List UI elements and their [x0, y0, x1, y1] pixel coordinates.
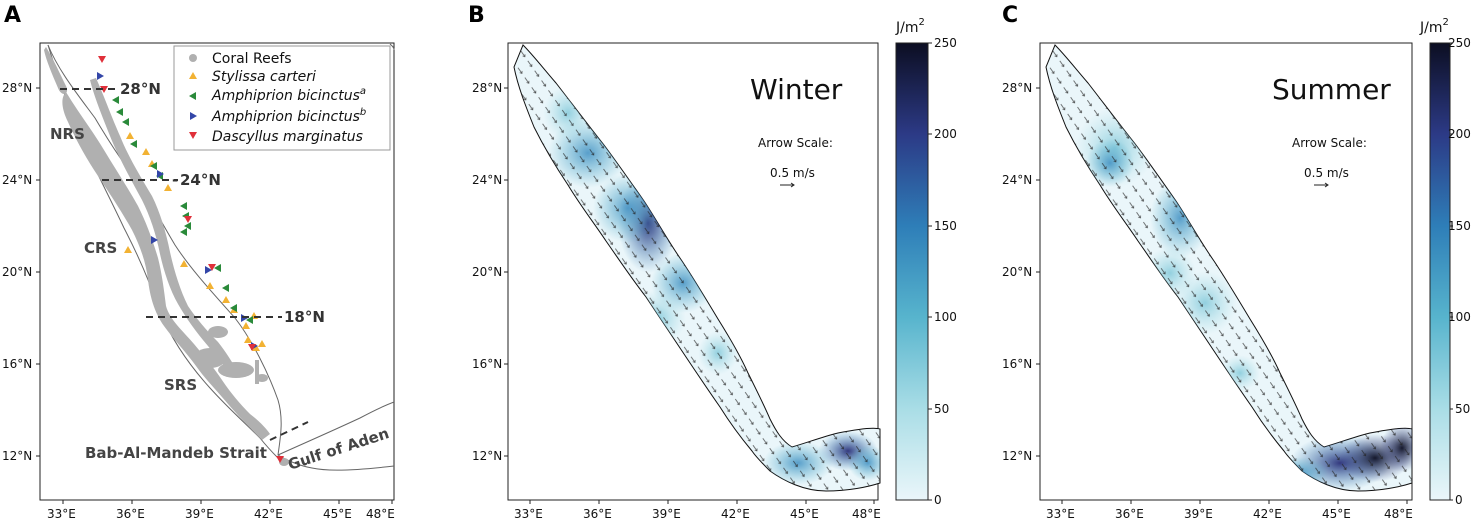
- arrow-scale-c: Arrow Scale:: [1292, 136, 1367, 150]
- x-tick-b-3: 42°E: [721, 507, 750, 521]
- gulf-label: Gulf of Aden: [286, 424, 392, 474]
- arrow-scale-b: Arrow Scale:: [758, 136, 833, 150]
- season-label-c: Summer: [1272, 73, 1391, 106]
- y-tick-c-4: 12°N: [1002, 449, 1032, 463]
- y-tick-c-0: 28°N: [1002, 81, 1032, 95]
- y-tick-c-3: 16°N: [1002, 357, 1032, 371]
- y-tick-b-1: 24°N: [472, 173, 502, 187]
- x-tick-c-1: 36°E: [1115, 507, 1144, 521]
- energy-field-b: [513, 44, 881, 492]
- x-tick-c-3: 42°E: [1253, 507, 1282, 521]
- legend-amph-a-marker: [189, 92, 196, 100]
- cbar-tick-b-1: 200: [934, 127, 957, 141]
- panel-a: A: [2, 3, 395, 521]
- arrow-scale-icon-b: [780, 182, 795, 188]
- panel-label-c: C: [1002, 3, 1018, 28]
- boundary-28n: 28°N: [120, 80, 161, 98]
- y-tick-a-4: 12°N: [2, 449, 32, 463]
- cbar-tick-b-5: 0: [934, 493, 942, 507]
- x-tick-a-0: 33°E: [47, 507, 76, 521]
- x-tick-a-2: 39°E: [185, 507, 214, 521]
- y-tick-b-0: 28°N: [472, 81, 502, 95]
- region-boundaries-a: [60, 88, 309, 441]
- x-tick-b-2: 39°E: [652, 507, 681, 521]
- x-tick-a-5: 48°E: [366, 507, 395, 521]
- arrow-value-b: 0.5 m/s: [770, 166, 815, 180]
- cbar-tick-c-3: 100: [1448, 310, 1471, 324]
- legend-amph-b: Amphiprion bicinctusb: [211, 107, 366, 125]
- region-nrs: NRS: [50, 125, 85, 143]
- cbar-tick-b-4: 50: [934, 402, 949, 416]
- legend-stylissa-marker: [189, 72, 197, 79]
- y-tick-b-4: 12°N: [472, 449, 502, 463]
- panel-c: C Summer Arrow Scale: 0.5 m/s: [1002, 3, 1471, 521]
- x-tick-a-3: 42°E: [254, 507, 283, 521]
- cbar-tick-c-2: 150: [1448, 219, 1471, 233]
- cbar-unit-c: J/m2: [1419, 17, 1449, 36]
- legend-amph-a: Amphiprion bicinctusa: [211, 86, 366, 104]
- boundary-18n: 18°N: [284, 308, 325, 326]
- panel-b: B Winter Arrow Scale: 0.5 m/s: [468, 3, 957, 521]
- y-tick-a-1: 24°N: [2, 173, 32, 187]
- x-tick-a-4: 45°E: [323, 507, 352, 521]
- season-label-b: Winter: [750, 73, 843, 106]
- panel-label-a: A: [4, 3, 21, 28]
- y-tick-a-3: 16°N: [2, 357, 32, 371]
- legend-dascyllus-marker: [189, 132, 197, 139]
- y-tick-b-2: 20°N: [472, 265, 502, 279]
- legend-reefs: Coral Reefs: [212, 51, 292, 67]
- cbar-tick-c-1: 200: [1448, 127, 1471, 141]
- x-tick-b-4: 45°E: [790, 507, 819, 521]
- region-srs: SRS: [164, 376, 197, 394]
- cbar-tick-b-3: 100: [934, 310, 957, 324]
- cbar-tick-c-0: 250: [1448, 36, 1471, 50]
- cbar-tick-c-4: 50: [1455, 402, 1470, 416]
- y-tick-c-1: 24°N: [1002, 173, 1032, 187]
- boundary-24n: 24°N: [180, 171, 221, 189]
- cbar-unit-b: J/m2: [895, 17, 925, 36]
- legend-a: Coral Reefs Stylissa carteri Amphiprion …: [173, 45, 391, 151]
- cbar-tick-b-2: 150: [934, 219, 957, 233]
- axes-ticks-b: [504, 87, 875, 504]
- y-tick-a-2: 20°N: [2, 265, 32, 279]
- colorbar-c: 250 200 150 100 50 0 J/m2: [1419, 17, 1471, 507]
- legend-amph-b-marker: [190, 112, 197, 120]
- strait-label: Bab-Al-Mandeb Strait: [85, 444, 267, 462]
- x-tick-b-1: 36°E: [583, 507, 612, 521]
- x-tick-b-5: 48°E: [852, 507, 881, 521]
- energy-field-c: [1045, 44, 1413, 492]
- arrow-scale-icon-c: [1314, 182, 1329, 188]
- y-tick-c-2: 20°N: [1002, 265, 1032, 279]
- x-tick-a-1: 36°E: [116, 507, 145, 521]
- legend-reefs-marker: [189, 54, 197, 62]
- region-crs: CRS: [84, 239, 117, 257]
- legend-stylissa: Stylissa carteri: [212, 69, 316, 85]
- axes-ticks-a: [36, 87, 393, 504]
- markers-dascyllus-a: [98, 56, 284, 463]
- colorbar-b: 250 200 150 100 50 0 J/m2: [895, 17, 957, 507]
- x-tick-c-4: 45°E: [1322, 507, 1351, 521]
- x-tick-c-2: 39°E: [1184, 507, 1213, 521]
- x-tick-c-5: 48°E: [1384, 507, 1413, 521]
- x-tick-c-0: 33°E: [1046, 507, 1075, 521]
- panel-label-b: B: [468, 3, 485, 28]
- markers-amphiprion-a: [112, 96, 253, 324]
- cbar-tick-b-0: 250: [934, 36, 957, 50]
- cbar-tick-c-5: 0: [1455, 493, 1463, 507]
- y-tick-b-3: 16°N: [472, 357, 502, 371]
- x-tick-b-0: 33°E: [514, 507, 543, 521]
- axes-ticks-c: [1036, 87, 1408, 504]
- arrow-value-c: 0.5 m/s: [1304, 166, 1349, 180]
- legend-dascyllus: Dascyllus marginatus: [212, 129, 363, 145]
- y-tick-a-0: 28°N: [2, 81, 32, 95]
- boundary-24n-dash: -: [172, 171, 178, 189]
